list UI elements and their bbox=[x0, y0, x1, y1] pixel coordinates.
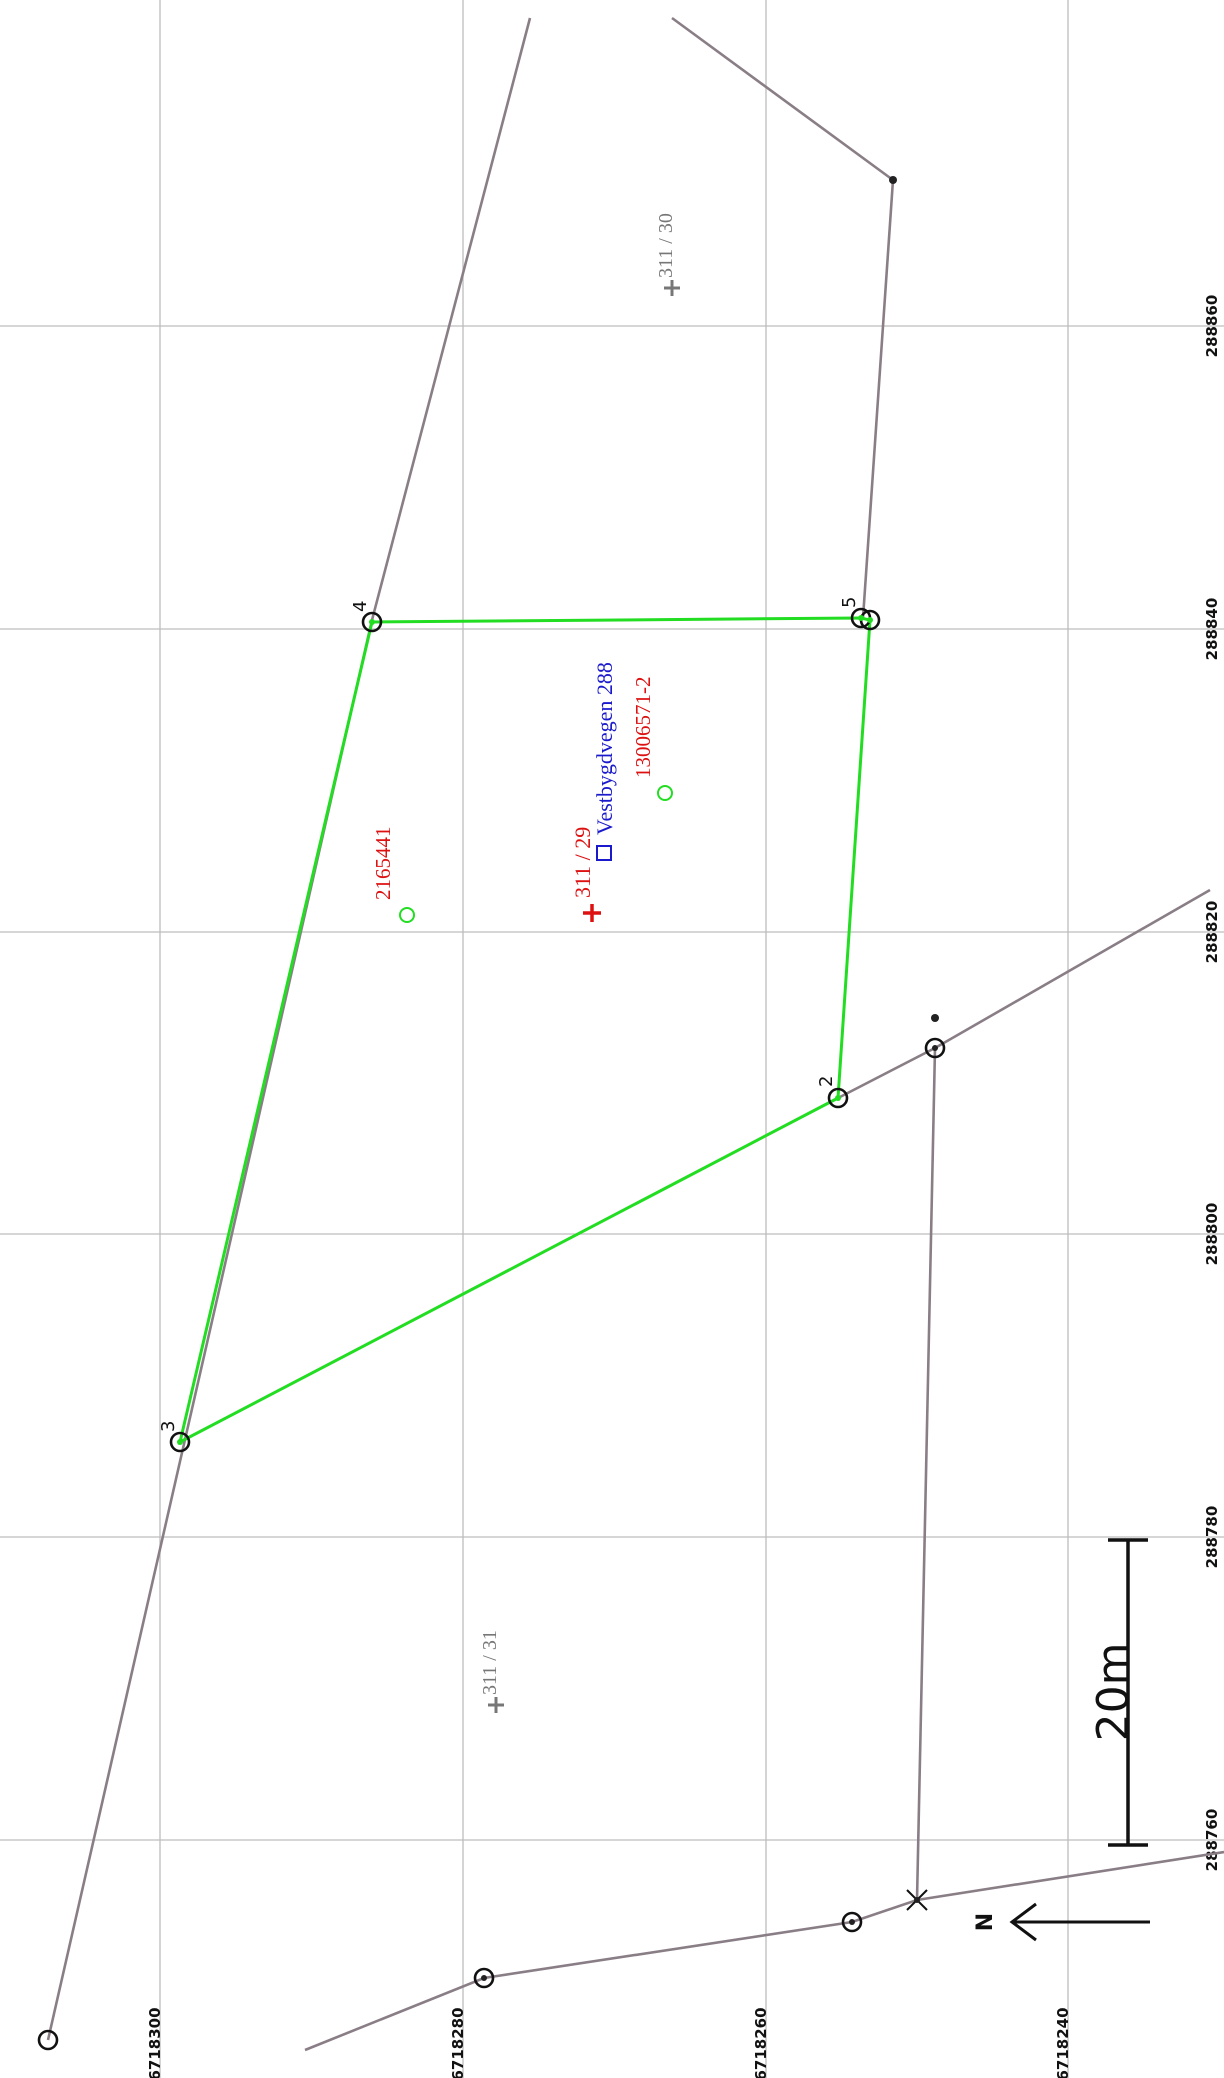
vertex-dot bbox=[849, 1919, 855, 1925]
easting-label: 288860 bbox=[1203, 295, 1221, 358]
vertex-labels: 2 3 4 5 bbox=[158, 597, 860, 1432]
easting-label: 288820 bbox=[1203, 901, 1221, 964]
easting-label: 288760 bbox=[1203, 1809, 1221, 1872]
parcel-vertices bbox=[169, 607, 881, 1453]
parcel-label-311-29[interactable]: 311 / 29 bbox=[570, 827, 595, 898]
northing-label: 6718300 bbox=[146, 2007, 164, 2078]
parcel-boundary-311-29[interactable] bbox=[177, 616, 872, 1445]
scale-bar: 20m bbox=[1088, 1538, 1148, 1847]
building-label[interactable]: 13006571-2 bbox=[631, 677, 655, 779]
vertex-dot bbox=[889, 176, 897, 184]
vertex-marker bbox=[924, 1037, 946, 1059]
north-arrow-head-icon bbox=[1009, 1902, 1037, 1942]
north-arrow: N bbox=[973, 1902, 1150, 1942]
vertex-label-5: 5 bbox=[839, 597, 860, 608]
address-square-icon bbox=[596, 845, 612, 861]
vertex-marker bbox=[37, 2029, 59, 2051]
parcel-marker-311-29: 311 / 29 bbox=[570, 827, 601, 922]
vertex-marker bbox=[473, 1967, 495, 1989]
north-arrow-label: N bbox=[973, 1913, 998, 1931]
northing-label: 6718240 bbox=[1054, 2007, 1072, 2078]
vertex-marker[interactable] bbox=[827, 1087, 849, 1109]
building-label[interactable]: 2165441 bbox=[371, 827, 395, 901]
building-circle-icon bbox=[399, 907, 415, 923]
vertex-dot bbox=[177, 1439, 183, 1445]
northing-label: 6718260 bbox=[752, 2007, 770, 2078]
scale-bar-label: 20m bbox=[1088, 1643, 1139, 1742]
parcel-label-311-30[interactable]: 311 / 30 bbox=[655, 213, 677, 278]
parcel-labels: 311 / 30 311 / 31 311 / 29 bbox=[479, 213, 680, 1713]
boundary-line-middle bbox=[915, 1047, 937, 1901]
address-label[interactable]: Vestbygdvegen 288 bbox=[592, 662, 617, 835]
vertex-marker[interactable] bbox=[361, 611, 383, 633]
vertex-label-3: 3 bbox=[158, 1421, 179, 1432]
boundary-line-north-east bbox=[671, 16, 895, 619]
address-point: Vestbygdvegen 288 bbox=[592, 662, 617, 861]
easting-axis: 288860 288840 288820 288800 288780 28876… bbox=[1203, 295, 1221, 1872]
vertex-label-4: 4 bbox=[350, 601, 371, 612]
vertex-marker bbox=[841, 1911, 863, 1933]
parcel-label-311-31[interactable]: 311 / 31 bbox=[479, 1630, 501, 1695]
vertex-label-2: 2 bbox=[816, 1076, 837, 1087]
vertex-marker[interactable] bbox=[169, 1431, 191, 1453]
parcel-marker-311-31: 311 / 31 bbox=[479, 1630, 504, 1713]
vertex-dot bbox=[932, 1045, 938, 1051]
building-points: 2165441 13006571-2 bbox=[371, 677, 673, 923]
neighbor-vertices bbox=[37, 176, 946, 2051]
cross-vertex-icon bbox=[906, 1889, 928, 1911]
vertex-dot bbox=[867, 617, 873, 623]
vertex-dot bbox=[858, 615, 864, 621]
parcel-marker-311-30: 311 / 30 bbox=[655, 213, 680, 296]
easting-label: 288840 bbox=[1203, 598, 1221, 661]
boundary-line-north-west bbox=[46, 17, 532, 2041]
easting-label: 288800 bbox=[1203, 1203, 1221, 1266]
easting-label: 288780 bbox=[1203, 1506, 1221, 1569]
building-circle-icon bbox=[657, 785, 673, 801]
vertex-dot bbox=[835, 1095, 841, 1101]
northing-label: 6718280 bbox=[449, 2007, 467, 2078]
vertex-dot bbox=[369, 619, 375, 625]
northing-axis: 6718300 6718280 6718260 6718240 bbox=[146, 2007, 1072, 2078]
boundary-line-east bbox=[837, 888, 1211, 1100]
vertex-dot bbox=[481, 1975, 487, 1981]
vertex-dot bbox=[931, 1014, 939, 1022]
neighbor-boundaries bbox=[46, 16, 1224, 2052]
